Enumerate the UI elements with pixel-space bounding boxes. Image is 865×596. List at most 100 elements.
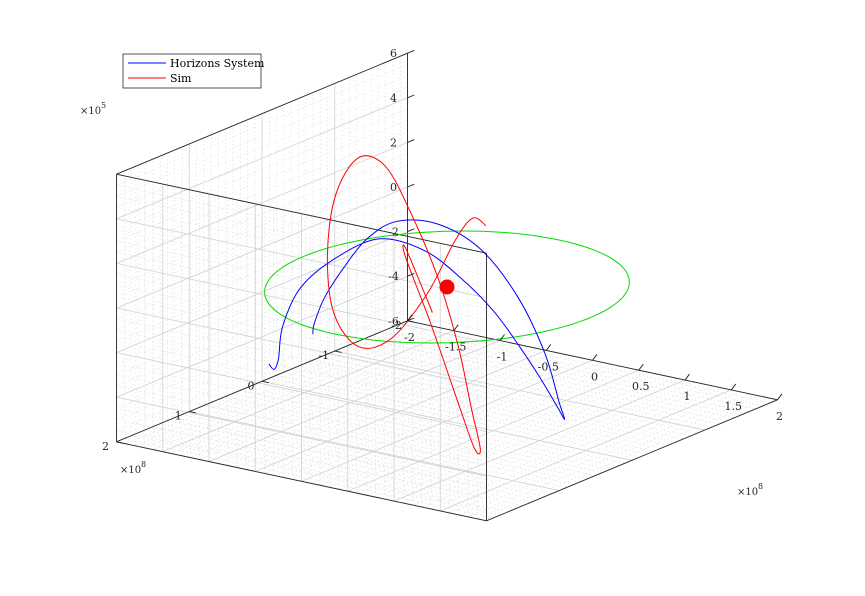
floor-grid-line xyxy=(123,438,494,519)
floor-grid-line xyxy=(245,348,538,470)
wall-grid-line xyxy=(116,209,408,331)
floor-grid-line xyxy=(190,336,482,458)
floor-grid-line xyxy=(145,429,516,509)
wall-grid-line xyxy=(116,263,487,343)
y-tick-mark xyxy=(116,441,124,444)
x-tick-mark xyxy=(592,354,598,361)
x-tick-mark xyxy=(453,324,459,331)
x-tick-mark xyxy=(545,344,552,351)
legend-label-sim: Sim xyxy=(170,72,192,85)
wall-grid-line xyxy=(116,175,408,298)
floor-grid-line xyxy=(458,393,750,516)
floor-grid-line xyxy=(138,432,509,513)
wall-grid-line xyxy=(116,285,487,365)
x-tick-label: -1.5 xyxy=(445,341,466,354)
floor-grid-line xyxy=(181,414,553,494)
x-tick-mark xyxy=(638,363,644,371)
wall-grid-line xyxy=(116,229,487,310)
wall-grid-line xyxy=(116,430,487,510)
wall-grid-line xyxy=(116,287,408,409)
series-line-horizons xyxy=(268,219,566,420)
wall-grid-line xyxy=(116,75,408,197)
floor-grid-line xyxy=(125,322,417,445)
floor-grid-line xyxy=(292,358,584,480)
series-line-sim xyxy=(326,155,487,455)
z-tick-label: -4 xyxy=(388,270,399,283)
x-tick-label: 0 xyxy=(591,370,598,383)
floor-grid-line xyxy=(400,323,771,404)
wall-grid-line xyxy=(116,341,487,421)
floor-grid-line xyxy=(152,426,523,506)
y-tick-label: -1 xyxy=(318,349,329,362)
wall-grid-line xyxy=(116,296,487,377)
wall-grid-line xyxy=(116,231,408,353)
z-tick-label: 6 xyxy=(390,47,397,60)
legend-box xyxy=(122,53,262,89)
axes-box-edge xyxy=(116,173,487,254)
x-exponent-label: ×10 8 xyxy=(737,482,763,498)
z-tick-label: 4 xyxy=(390,92,397,105)
z-exponent-power: 5 xyxy=(101,101,106,110)
x-tick-label: 1.5 xyxy=(725,400,743,413)
floor-grid-line xyxy=(385,329,756,410)
floor-grid-line xyxy=(282,356,575,478)
wall-grid-line xyxy=(116,207,487,287)
wall-grid-line xyxy=(116,396,487,477)
y-tick-mark xyxy=(334,350,342,353)
floor-grid-line xyxy=(334,350,705,431)
x-tick-mark xyxy=(730,383,737,391)
floor-grid-line xyxy=(269,377,640,458)
floor-grid-line xyxy=(236,346,528,468)
wall-grid-line xyxy=(116,197,408,320)
wall-grid-line xyxy=(116,408,487,488)
floor-grid-line xyxy=(171,332,464,454)
wall-grid-line xyxy=(116,307,487,388)
floor-grid-line xyxy=(247,387,618,467)
x-exponent-base: ×10 xyxy=(737,487,758,498)
wall-grid-line xyxy=(116,240,487,321)
floor-grid-line xyxy=(174,417,545,497)
floor-grid-line xyxy=(291,368,662,449)
wall-grid-line xyxy=(116,374,487,455)
floor-grid-line xyxy=(232,393,603,473)
wall-grid-line xyxy=(116,352,487,432)
floor-grid-line xyxy=(273,354,565,476)
wall-grid-line xyxy=(116,64,408,186)
floor-grid-line xyxy=(153,328,445,450)
wall-grid-line xyxy=(116,251,487,332)
floor-grid-line xyxy=(181,334,473,456)
wall-grid-line xyxy=(116,274,487,354)
floor-grid-line xyxy=(327,353,698,434)
floor-grid-line xyxy=(329,365,621,488)
grid-layer xyxy=(116,52,778,522)
floor-grid-line xyxy=(240,390,611,470)
floor-grid-line xyxy=(449,391,741,514)
floor-grid-line xyxy=(203,405,574,485)
wall-grid-line xyxy=(116,218,487,299)
y-tick-label: 2 xyxy=(102,440,109,453)
floor-grid-line xyxy=(363,338,734,419)
wall-grid-line xyxy=(116,385,487,466)
floor-grid-line xyxy=(130,435,502,516)
floor-grid-line xyxy=(371,335,742,416)
floor-grid-line xyxy=(338,367,630,490)
floor-grid-line xyxy=(356,371,649,494)
wall-grid-line xyxy=(116,186,408,309)
y-tick-label: 1 xyxy=(175,410,182,423)
z-tick-mark xyxy=(407,139,415,143)
floor-grid-line xyxy=(310,361,602,484)
z-tick-label: -2 xyxy=(388,226,399,239)
floor-grid-line xyxy=(144,326,436,449)
wall-grid-line xyxy=(116,318,487,399)
x-tick-label: -1 xyxy=(497,351,508,364)
floor-grid-line xyxy=(375,375,667,498)
z-tick-mark xyxy=(407,317,415,322)
wall-grid-line xyxy=(116,275,408,398)
floor-grid-line xyxy=(384,377,676,500)
floor-grid-line xyxy=(298,365,669,446)
axes-box-edge xyxy=(116,441,487,522)
y-tick-mark xyxy=(261,380,269,384)
y-tick-mark xyxy=(407,320,415,323)
y-tick-mark xyxy=(189,411,197,414)
